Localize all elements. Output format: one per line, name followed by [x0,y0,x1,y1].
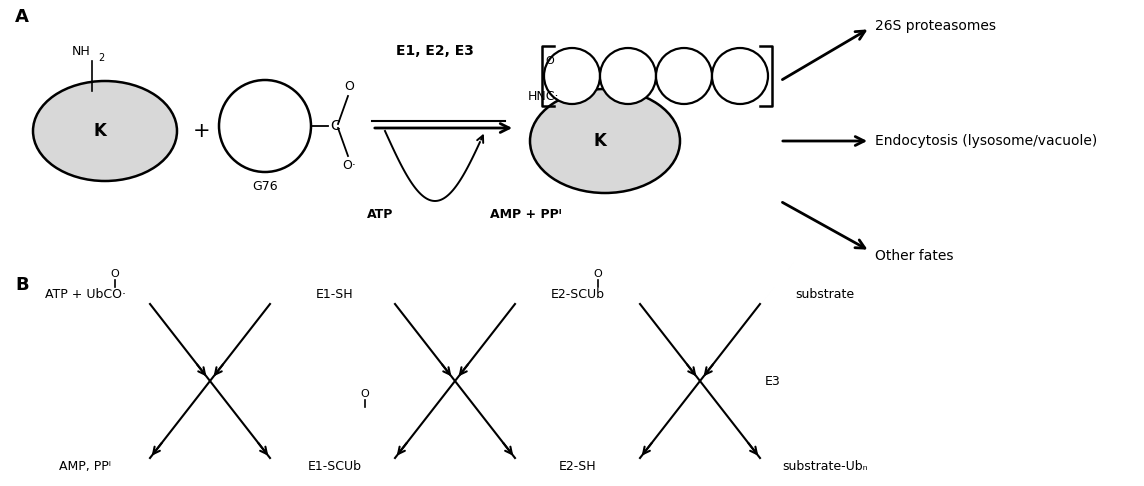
Text: O: O [360,389,370,399]
Text: K: K [94,122,106,140]
Text: O: O [344,80,353,93]
Text: C: C [329,119,340,133]
Text: NH: NH [72,45,90,57]
Circle shape [656,48,712,104]
Text: HNC·: HNC· [529,89,559,103]
Text: A: A [15,8,29,26]
Text: E2-SCUb: E2-SCUb [551,288,605,300]
Circle shape [599,48,656,104]
Text: ATP: ATP [367,208,394,221]
Text: O: O [594,269,603,279]
Text: ATP + UbCO·: ATP + UbCO· [45,288,126,300]
Text: AMP, PPᴵ: AMP, PPᴵ [59,459,111,472]
Text: +: + [193,121,210,141]
Text: 26S proteasomes: 26S proteasomes [875,19,996,33]
Text: Endocytosis (lysosome/vacuole): Endocytosis (lysosome/vacuole) [875,134,1097,148]
Text: E2-SH: E2-SH [559,459,597,472]
Text: O: O [111,269,119,279]
Text: AMP + PPᴵ: AMP + PPᴵ [490,208,562,221]
Circle shape [712,48,768,104]
Text: K: K [594,132,606,150]
Text: B: B [15,276,29,294]
Text: substrate: substrate [795,288,855,300]
Text: substrate-Ubₙ: substrate-Ubₙ [782,459,868,472]
Text: O: O [546,56,555,66]
Text: E1, E2, E3: E1, E2, E3 [396,44,474,58]
Text: 2: 2 [98,53,104,63]
Ellipse shape [530,89,680,193]
Ellipse shape [33,81,177,181]
Text: G76: G76 [252,180,278,193]
Text: E3: E3 [765,375,780,387]
Text: Other fates: Other fates [875,249,953,263]
Text: E1-SCUb: E1-SCUb [308,459,362,472]
Circle shape [545,48,599,104]
Text: O·: O· [342,159,356,172]
Text: E1-SH: E1-SH [316,288,353,300]
Circle shape [219,80,311,172]
